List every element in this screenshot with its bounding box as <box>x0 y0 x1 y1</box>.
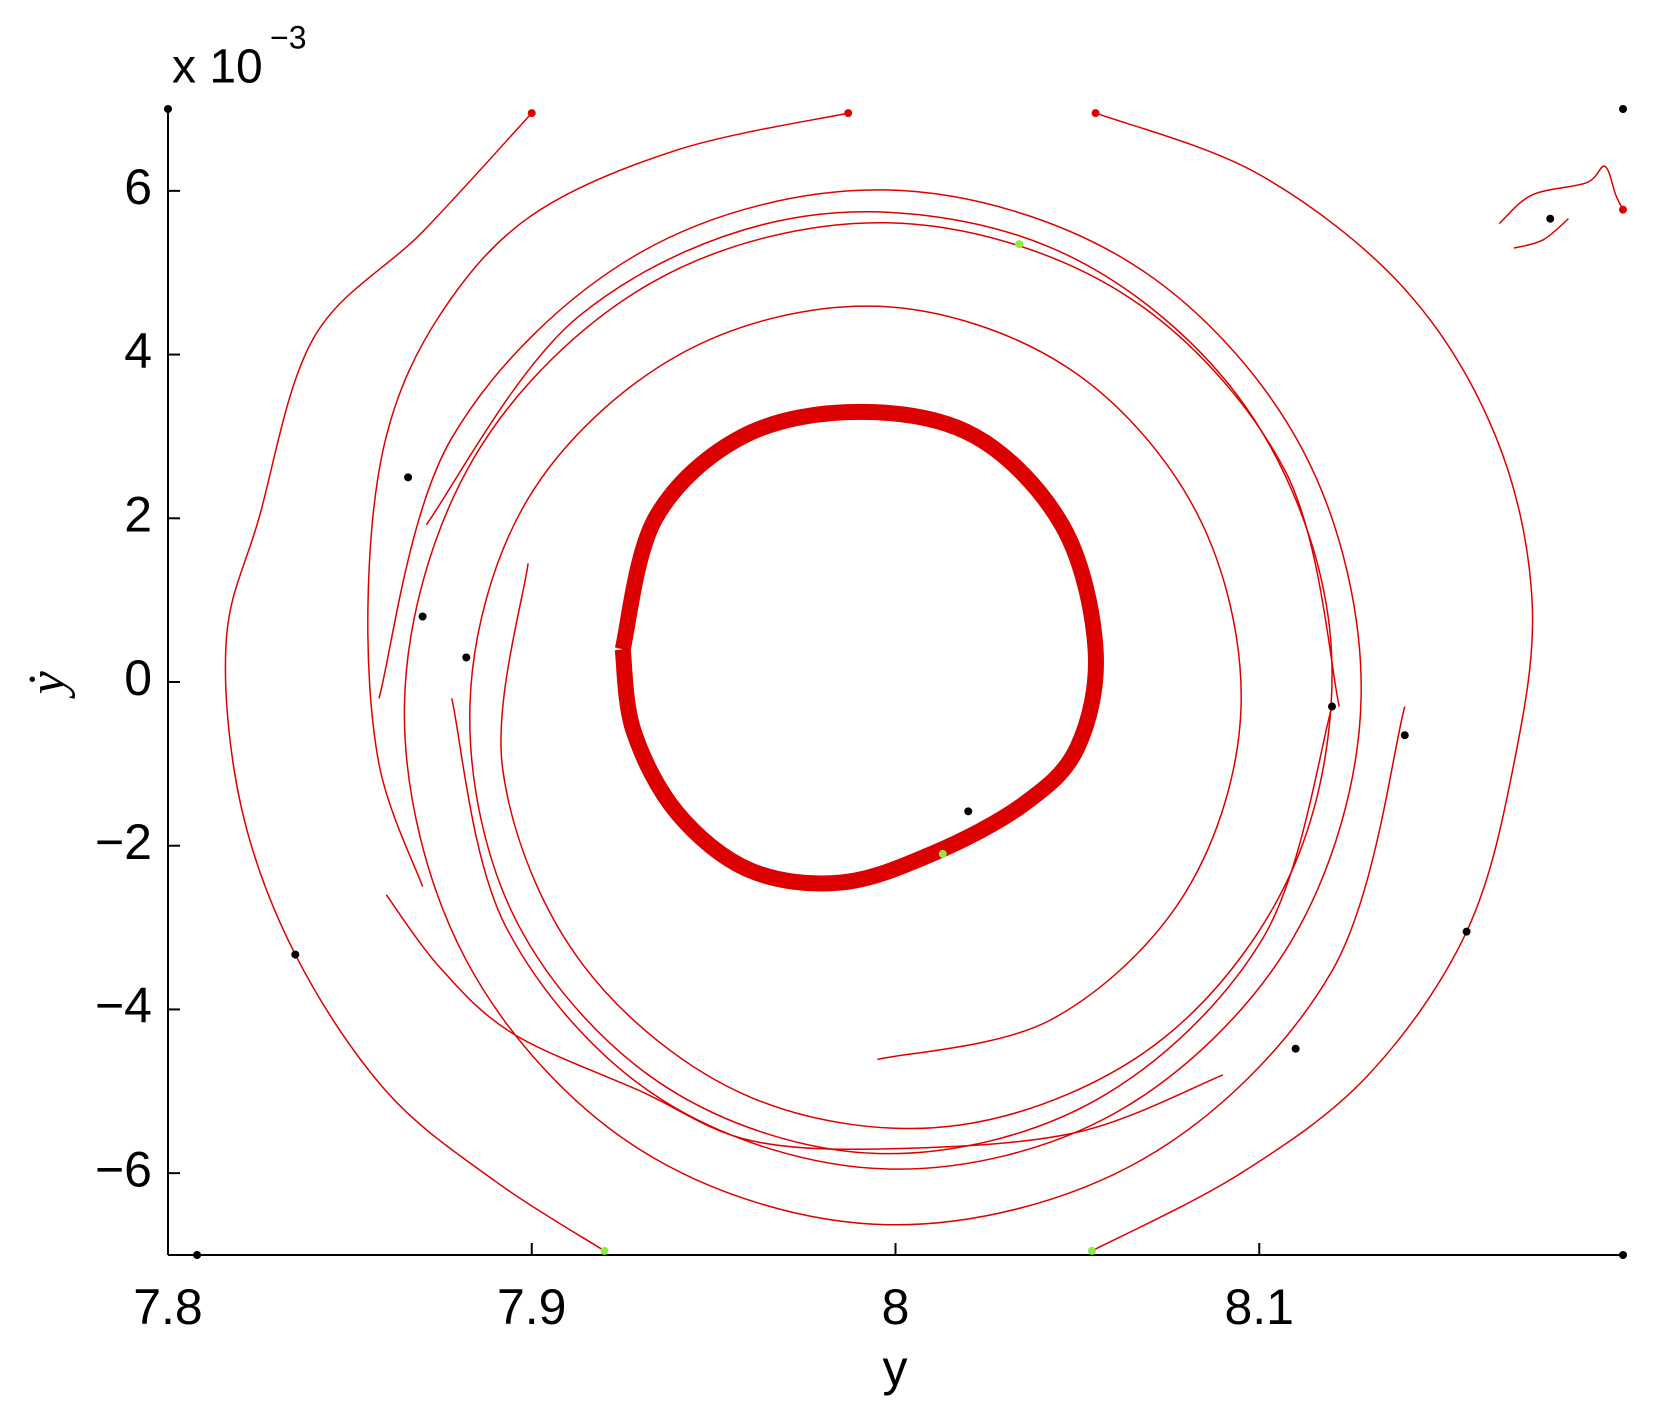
marker <box>938 849 947 858</box>
marker <box>1091 109 1100 118</box>
x-tick-label: 8.1 <box>1224 1279 1294 1335</box>
marker <box>1400 731 1409 740</box>
y-tick-label: 4 <box>124 323 152 379</box>
y-multiplier-exponent: −3 <box>270 19 306 55</box>
marker <box>1328 702 1336 711</box>
marker <box>1087 1246 1096 1255</box>
marker <box>844 109 853 118</box>
trajectory <box>1498 165 1624 225</box>
trajectory <box>385 894 1224 1150</box>
y-tick-label: 2 <box>124 486 152 542</box>
x-tick-label: 8 <box>882 1279 910 1335</box>
trajectory <box>1091 112 1534 1252</box>
marker <box>404 473 413 482</box>
marker <box>1619 105 1627 113</box>
y-tick-label: 0 <box>124 650 152 706</box>
y-tick-label: 6 <box>124 159 152 215</box>
marker <box>527 109 536 118</box>
y-multiplier: x 10 <box>172 41 263 94</box>
trajectory <box>614 403 1104 892</box>
trajectory <box>469 305 1333 1155</box>
marker <box>1015 240 1024 249</box>
marker <box>1546 214 1555 223</box>
y-tick-label: −4 <box>95 978 152 1034</box>
x-tick-label: 7.9 <box>497 1279 567 1335</box>
marker <box>1291 1044 1300 1053</box>
x-tick-label: 7.8 <box>133 1279 203 1335</box>
y-tick-label: −6 <box>95 1141 152 1197</box>
marker <box>1462 927 1471 936</box>
y-axis-label: ẏ <box>19 671 76 700</box>
marker <box>1619 205 1627 214</box>
marker <box>1619 1251 1627 1259</box>
marker <box>462 653 471 662</box>
marker <box>164 105 172 113</box>
marker <box>291 950 300 959</box>
trajectory <box>367 112 849 887</box>
y-tick-label: −2 <box>95 814 152 870</box>
trajectory <box>1513 218 1569 249</box>
x-axis-label: y <box>883 1340 908 1396</box>
marker <box>418 612 427 621</box>
trajectory <box>425 211 1333 1130</box>
trajectory <box>224 112 605 1252</box>
marker <box>964 807 973 816</box>
marker <box>600 1246 609 1255</box>
marker <box>193 1251 202 1259</box>
trajectory <box>378 189 1362 1170</box>
trajectory <box>403 222 1406 1226</box>
